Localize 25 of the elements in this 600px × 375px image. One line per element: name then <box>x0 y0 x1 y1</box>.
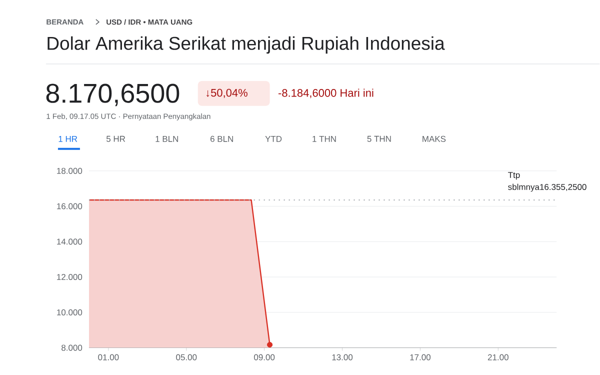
text: YTD <box>265 136 282 142</box>
ref-line-label: Ttp sblmnya16.355,2500 <box>508 172 586 192</box>
x-tick-label: 05.00 <box>176 354 197 360</box>
x-tick-label: 17.00 <box>410 354 431 360</box>
y-tick-label: 8.000 <box>62 344 82 351</box>
text: ↓50,04% <box>206 89 248 98</box>
text: 5 THN <box>367 136 391 142</box>
y-tick-label: 12.000 <box>57 274 82 280</box>
text: 5 HR <box>106 136 126 142</box>
x-tick-label: 09.00 <box>254 354 275 360</box>
text: 1 BLN <box>156 136 178 142</box>
text: 1 HR <box>58 136 78 142</box>
y-tick-label: 16.000 <box>57 203 82 210</box>
text: MAKS <box>422 136 446 142</box>
x-tick-label: 21.00 <box>488 354 508 360</box>
chart-title: Dolar Amerika Serikat menjadi Rupiah Indonesia <box>48 36 445 54</box>
y-tick-label: 14.000 <box>57 238 82 245</box>
text: 8.170,6500 <box>46 84 180 106</box>
y-tick-label: 10.000 <box>57 310 82 316</box>
text: 6 BLN <box>210 136 233 142</box>
x-tick-label: 01.00 <box>98 354 119 360</box>
text: 1 THN <box>312 136 336 142</box>
text: -8.184,6000 Hari ini <box>278 88 374 98</box>
y-tick-label: 18.000 <box>57 168 82 174</box>
x-tick-label: 13.00 <box>332 354 353 360</box>
